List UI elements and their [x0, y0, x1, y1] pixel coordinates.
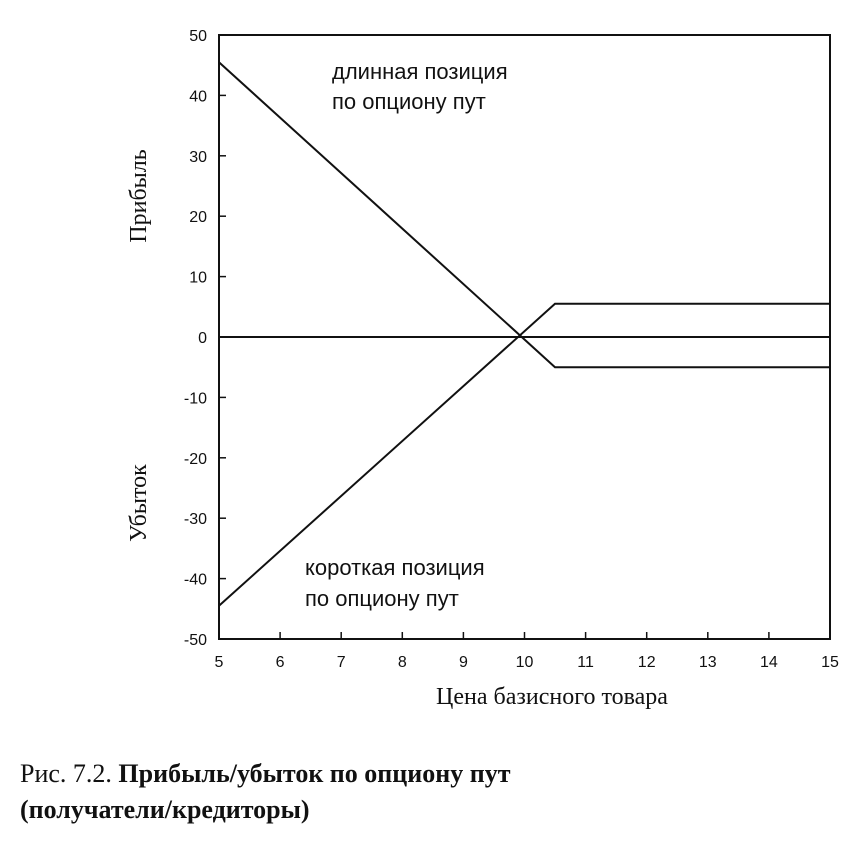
y-tick-label: -20 [184, 451, 207, 468]
caption-title-line2: (получатели/кредиторы) [20, 795, 310, 824]
chart-series [218, 61, 830, 607]
y-axis-ticks: 50 40 30 20 10 0 -10 -20 -30 -40 -50 [184, 28, 226, 649]
x-tick-label: 14 [760, 654, 778, 671]
x-tick-label: 5 [215, 654, 224, 671]
y-tick-label: -40 [184, 572, 207, 589]
x-tick-label: 6 [276, 654, 285, 671]
profit-loss-chart: 50 40 30 20 10 0 -10 -20 -30 -40 -50 5 6 7 8 9 10 11 12 13… [126, 28, 839, 710]
y-tick-label: -30 [184, 511, 207, 528]
annotation-long-put-line1: длинная позиция [332, 59, 508, 84]
y-tick-label: 50 [189, 28, 207, 45]
x-tick-label: 10 [516, 654, 534, 671]
series-short-put-line [218, 302, 830, 607]
y-axis-label-profit: Прибыль [126, 149, 152, 242]
annotation-long-put-line2: по опциону пут [332, 89, 486, 114]
x-tick-label: 13 [699, 654, 717, 671]
y-axis-label-loss: Убыток [126, 464, 152, 542]
x-tick-label: 11 [577, 654, 594, 671]
y-tick-label: -50 [184, 632, 207, 649]
x-axis-ticks: 5 6 7 8 9 10 11 12 13 14 15 [215, 632, 839, 671]
caption-prefix: Рис. 7.2. [20, 759, 119, 788]
series-long-put-line [218, 61, 830, 369]
x-tick-label: 12 [638, 654, 656, 671]
caption-title-line1: Прибыль/убыток по опциону пут [118, 759, 511, 788]
y-tick-label: 10 [189, 270, 207, 287]
x-axis-label: Цена базисного товара [436, 684, 668, 710]
y-tick-label: 40 [189, 88, 207, 105]
y-tick-label: 30 [189, 149, 207, 166]
x-tick-label: 9 [459, 654, 468, 671]
figure-caption: Рис. 7.2. Прибыль/убыток по опциону пут … [20, 756, 850, 828]
x-tick-label: 8 [398, 654, 407, 671]
y-tick-label: -10 [184, 390, 207, 407]
y-tick-label: 0 [198, 330, 207, 347]
x-tick-label: 15 [821, 654, 839, 671]
y-tick-label: 20 [189, 209, 207, 226]
annotation-short-put-line1: короткая позиция [305, 555, 485, 580]
annotation-short-put-line2: по опциону пут [305, 586, 459, 611]
x-tick-label: 7 [337, 654, 346, 671]
